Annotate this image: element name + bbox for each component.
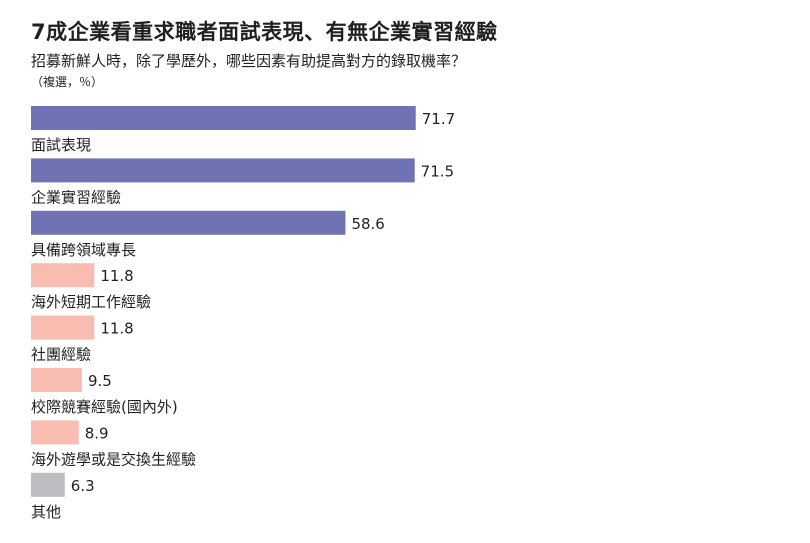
chart-title: 7成企業看重求職者面試表現、有無企業實習經驗 <box>31 20 498 44</box>
bar-3 <box>31 263 95 288</box>
category-label-3: 海外短期工作經驗 <box>31 293 151 311</box>
bar-2 <box>31 210 346 235</box>
value-label-6: 8.9 <box>85 424 109 442</box>
value-label-0: 71.7 <box>422 110 455 128</box>
value-label-3: 11.8 <box>100 267 133 285</box>
category-label-7: 其他 <box>31 503 61 521</box>
category-label-1: 企業實習經驗 <box>31 188 121 206</box>
value-label-5: 9.5 <box>88 372 112 390</box>
bar-6 <box>31 420 79 445</box>
category-label-2: 具備跨領域專長 <box>31 241 136 259</box>
category-label-6: 海外遊學或是交換生經驗 <box>31 450 196 468</box>
value-label-7: 6.3 <box>71 477 95 495</box>
bar-4 <box>31 315 95 340</box>
bar-5 <box>31 368 82 392</box>
category-label-5: 校際競賽經驗(國內外) <box>31 398 178 416</box>
value-label-1: 71.5 <box>421 162 454 180</box>
chart-subtitle: 招募新鮮人時，除了學歷外，哪些因素有助提高對方的錄取機率？ <box>31 52 467 70</box>
value-label-4: 11.8 <box>100 320 133 338</box>
bar-1 <box>31 158 415 183</box>
bar-0 <box>31 106 416 130</box>
value-label-2: 58.6 <box>351 215 384 233</box>
chart-note: （複選，％） <box>31 75 104 89</box>
category-label-0: 面試表現 <box>31 136 91 154</box>
category-label-4: 社團經驗 <box>31 346 91 364</box>
bar-7 <box>31 472 65 497</box>
